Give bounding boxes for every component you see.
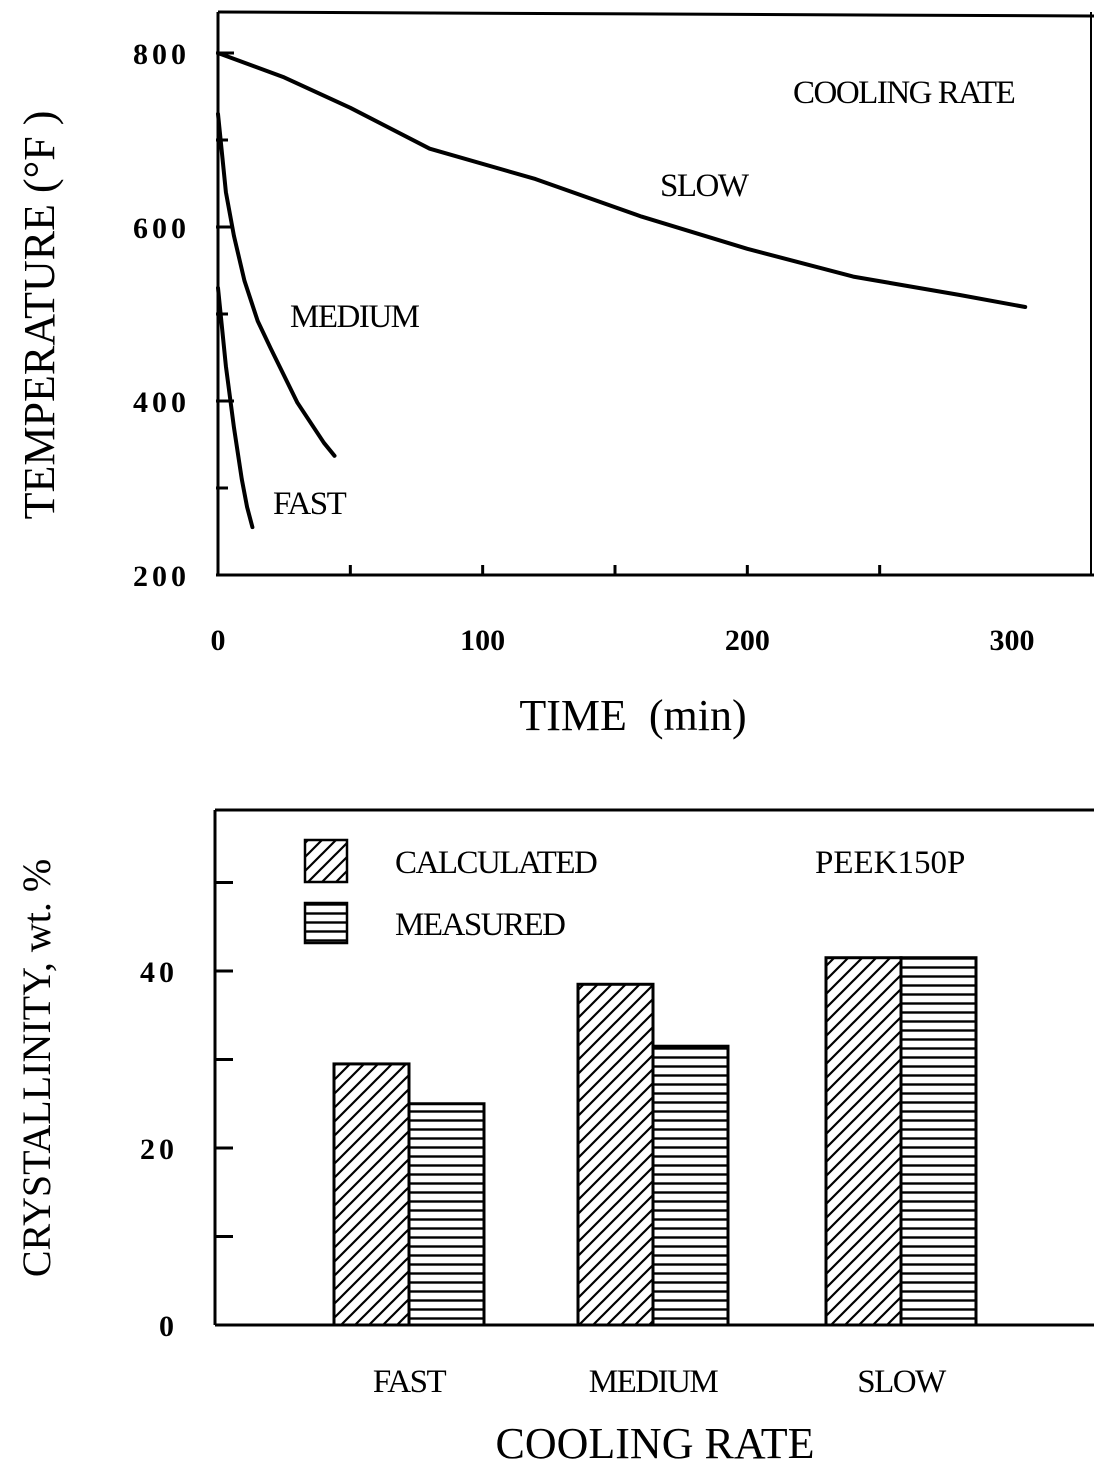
- temperature-x-tick-label: 100: [460, 624, 505, 657]
- temperature-curve-fast: [216, 285, 255, 530]
- temperature-top-border: [217, 10, 1094, 18]
- crystallinity-y-tick-label: 40: [140, 956, 178, 989]
- crystallinity-category-labels: FAST MEDIUM SLOW: [373, 1364, 949, 1400]
- temperature-curve-slow: [216, 51, 1028, 309]
- crystallinity-y-tick-label: 0: [159, 1310, 178, 1343]
- temperature-curve-medium: [216, 111, 337, 458]
- bar-calculated-medium: [576, 982, 655, 1327]
- legend-swatch-calculated: [303, 838, 349, 884]
- bar-measured-slow: [899, 956, 978, 1327]
- series-label-fast: FAST: [273, 486, 347, 522]
- crystallinity-x-axis-title: COOLING RATE: [496, 1419, 815, 1468]
- temperature-x-tick-label: 300: [990, 624, 1035, 657]
- temperature-curves: [216, 51, 1028, 530]
- crystallinity-y-axis-title: CRYSTALLINITY, wt. %: [14, 859, 59, 1277]
- crystallinity-chart: 0 20 40 FAST MEDIUM SLOW CRYSTALLINITY, wt. …: [14, 808, 1094, 1468]
- crystallinity-bars: [332, 956, 978, 1327]
- category-label-slow: SLOW: [857, 1364, 947, 1400]
- legend-label-calculated: CALCULATED: [395, 845, 597, 881]
- temperature-y-tick-label: 400: [133, 386, 190, 419]
- category-label-medium: MEDIUM: [589, 1364, 719, 1400]
- temperature-x-tick-label: 200: [725, 624, 770, 657]
- bar-calculated-slow: [824, 956, 903, 1327]
- temperature-y-tick-label: 200: [133, 560, 190, 593]
- bar-measured-fast: [407, 1102, 486, 1327]
- category-label-fast: FAST: [373, 1364, 447, 1400]
- series-label-slow: SLOW: [660, 168, 750, 204]
- legend-swatch-measured: [303, 901, 349, 945]
- temperature-x-axis-title: TIME (min): [519, 691, 746, 740]
- material-annotation: PEEK150P: [815, 845, 965, 881]
- temperature-y-tick-label: 800: [133, 38, 190, 71]
- temperature-y-tick-label: 600: [133, 212, 190, 245]
- temperature-x-tick-label: 0: [211, 624, 226, 657]
- crystallinity-y-tick-label: 20: [140, 1133, 178, 1166]
- legend-label-measured: MEASURED: [395, 907, 565, 943]
- cooling-rate-legend-title: COOLING RATE: [793, 75, 1015, 111]
- bar-calculated-fast: [332, 1062, 411, 1327]
- temperature-chart: 200 400 600 800 0 100 200 300 TEMPERATURE (°F …: [15, 10, 1094, 740]
- series-label-medium: MEDIUM: [290, 299, 420, 335]
- temperature-x-ticks: 0 100 200 300: [211, 565, 1035, 657]
- crystallinity-y-ticks: 0 20 40: [140, 881, 233, 1343]
- temperature-y-ticks: 200 400 600 800: [133, 38, 234, 593]
- temperature-y-axis-title: TEMPERATURE (°F ): [15, 111, 64, 520]
- bar-measured-medium: [651, 1044, 730, 1327]
